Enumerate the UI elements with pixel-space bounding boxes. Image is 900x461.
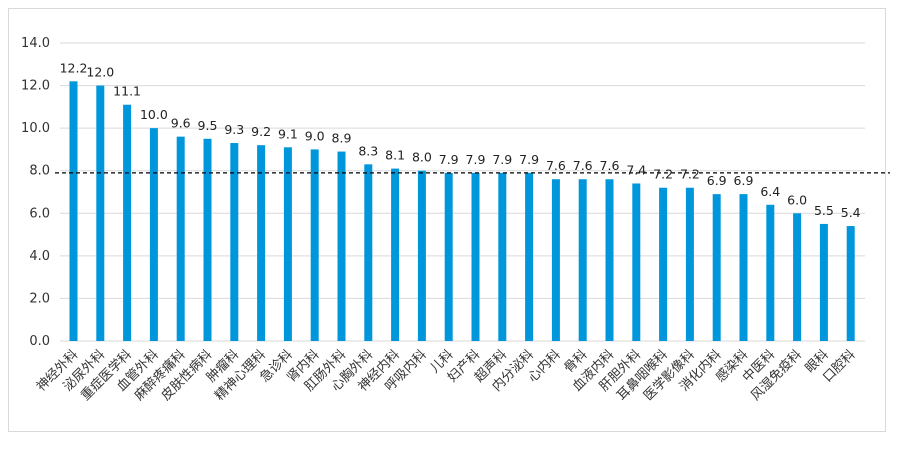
bar [632,183,641,341]
data-label: 7.6 [546,158,566,173]
bar [525,172,534,341]
bar [605,179,614,341]
bar [391,168,400,341]
bar [364,164,373,341]
y-tick-label: 10.0 [21,121,50,136]
data-label: 9.2 [251,124,271,139]
data-label: 8.1 [385,148,405,163]
data-label: 7.4 [626,162,646,177]
bar [766,204,775,341]
y-axis-ticks: 0.0 2.0 4.0 6.0 8.0 10.0 12.0 14.0 [21,36,50,349]
data-label: 7.6 [573,158,593,173]
bar [203,138,212,341]
data-label: 10.0 [140,107,168,122]
data-label: 9.3 [224,122,244,137]
bar [471,172,480,341]
data-label: 5.5 [814,203,834,218]
y-tick-label: 14.0 [21,36,50,51]
bar [659,187,668,341]
data-label: 9.6 [171,116,191,131]
bar [793,213,802,341]
data-label: 9.0 [305,128,325,143]
data-label: 7.9 [439,152,459,167]
data-label: 5.4 [841,205,861,220]
bar [551,179,560,341]
bar [123,104,132,341]
y-tick-label: 6.0 [29,206,50,221]
y-tick-label: 4.0 [29,249,50,264]
bar [739,194,748,341]
data-label: 7.2 [653,167,673,182]
bar [149,128,158,341]
gridlines [60,42,865,342]
data-label: 8.9 [332,131,352,146]
data-label: 7.2 [680,167,700,182]
data-label: 7.9 [519,152,539,167]
data-label: 7.6 [600,158,620,173]
data-label: 7.9 [492,152,512,167]
bar [337,151,346,341]
bar [712,194,721,341]
bar [96,85,105,341]
bar [846,226,855,341]
data-label: 6.9 [734,173,754,188]
x-axis-categories: 神经外科泌尿外科重症医学科血管外科麻醉疼痛科皮肤性病科肿瘤科精神心理科急诊科肾内… [34,347,859,404]
bar [685,187,694,341]
data-label: 12.2 [60,60,88,75]
bar [230,143,239,341]
data-label: 9.5 [198,118,218,133]
data-label: 9.1 [278,126,298,141]
data-label: 8.0 [412,150,432,165]
bar [444,172,453,341]
y-tick-label: 8.0 [29,164,50,179]
data-label: 11.1 [113,84,141,99]
data-label: 12.0 [86,65,114,80]
bar [310,149,319,341]
bar [283,147,292,341]
data-label: 6.9 [707,173,727,188]
bar [819,223,828,341]
bar [69,81,78,342]
y-tick-label: 12.0 [21,79,50,94]
bars [69,81,855,342]
y-tick-label: 0.0 [29,334,50,349]
bar [176,136,185,341]
data-labels: 12.212.0 11.1 10.09.6 9.5 9.3 9.2 9.1 9.0 8.9 8.3… [60,60,861,220]
data-label: 6.4 [760,184,780,199]
bar [417,170,426,341]
data-label: 7.9 [466,152,486,167]
y-tick-label: 2.0 [29,291,50,306]
bar [578,179,587,341]
data-label: 8.3 [358,143,378,158]
bar [498,172,507,341]
bar [257,145,266,341]
data-label: 6.0 [787,192,807,207]
